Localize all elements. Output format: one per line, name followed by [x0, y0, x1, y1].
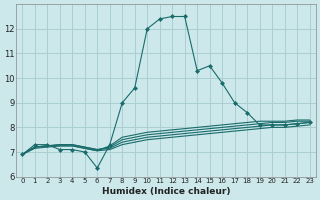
- X-axis label: Humidex (Indice chaleur): Humidex (Indice chaleur): [102, 187, 230, 196]
